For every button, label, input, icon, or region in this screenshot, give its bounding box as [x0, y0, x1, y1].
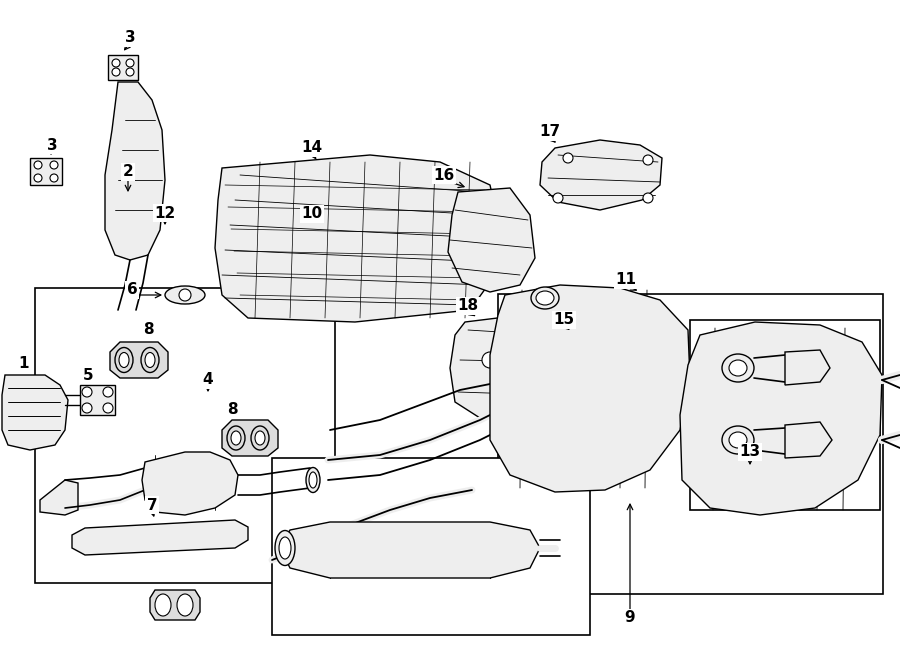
Circle shape	[103, 387, 113, 397]
Ellipse shape	[722, 426, 754, 454]
Text: 3: 3	[125, 30, 135, 46]
Circle shape	[50, 174, 58, 182]
Text: 9: 9	[625, 611, 635, 625]
Text: 11: 11	[616, 272, 636, 288]
Ellipse shape	[115, 348, 133, 373]
Circle shape	[482, 352, 498, 368]
Ellipse shape	[177, 594, 193, 616]
Polygon shape	[785, 350, 830, 385]
Ellipse shape	[279, 537, 291, 559]
Polygon shape	[222, 420, 278, 456]
Ellipse shape	[531, 287, 559, 309]
Text: 17: 17	[539, 124, 561, 139]
Circle shape	[517, 352, 533, 368]
Circle shape	[82, 403, 92, 413]
Polygon shape	[30, 158, 62, 185]
Text: 16: 16	[434, 167, 454, 182]
Ellipse shape	[251, 426, 269, 450]
Bar	[498, 294, 883, 594]
Polygon shape	[72, 520, 248, 555]
Polygon shape	[490, 285, 690, 492]
Text: 7: 7	[147, 498, 158, 512]
Ellipse shape	[722, 354, 754, 382]
Polygon shape	[680, 322, 882, 515]
Text: 10: 10	[302, 206, 322, 221]
Polygon shape	[215, 155, 500, 322]
Text: 14: 14	[302, 141, 322, 155]
Ellipse shape	[165, 286, 205, 304]
Circle shape	[126, 68, 134, 76]
Circle shape	[592, 367, 608, 383]
Polygon shape	[142, 452, 238, 515]
Text: 12: 12	[155, 206, 176, 221]
Text: 8: 8	[143, 323, 153, 338]
Ellipse shape	[119, 352, 129, 368]
Text: 4: 4	[202, 373, 213, 387]
Circle shape	[50, 161, 58, 169]
Circle shape	[643, 193, 653, 203]
Text: 15: 15	[554, 313, 574, 327]
Polygon shape	[150, 590, 200, 620]
Text: 8: 8	[227, 403, 238, 418]
Ellipse shape	[155, 594, 171, 616]
Bar	[35, 288, 335, 583]
Text: 6: 6	[127, 282, 138, 297]
Circle shape	[34, 161, 42, 169]
Ellipse shape	[141, 348, 159, 373]
Polygon shape	[785, 422, 832, 458]
Ellipse shape	[255, 431, 265, 445]
Polygon shape	[558, 326, 672, 428]
Ellipse shape	[309, 472, 317, 488]
Polygon shape	[2, 375, 68, 450]
Circle shape	[630, 367, 646, 383]
Ellipse shape	[729, 432, 747, 448]
Circle shape	[103, 403, 113, 413]
Text: 3: 3	[47, 137, 58, 153]
Circle shape	[112, 59, 120, 67]
Polygon shape	[80, 385, 115, 415]
Bar	[272, 458, 590, 635]
Polygon shape	[540, 140, 662, 210]
Circle shape	[643, 155, 653, 165]
Circle shape	[553, 193, 563, 203]
Polygon shape	[108, 55, 138, 80]
Polygon shape	[450, 315, 558, 418]
Ellipse shape	[536, 291, 554, 305]
Ellipse shape	[227, 426, 245, 450]
Ellipse shape	[729, 360, 747, 376]
Ellipse shape	[145, 352, 155, 368]
Polygon shape	[110, 342, 168, 378]
Ellipse shape	[275, 531, 295, 566]
Text: 18: 18	[457, 299, 479, 313]
Polygon shape	[105, 82, 165, 260]
Ellipse shape	[231, 431, 241, 445]
Text: 1: 1	[19, 356, 29, 371]
Circle shape	[112, 68, 120, 76]
Circle shape	[34, 174, 42, 182]
Polygon shape	[280, 522, 540, 578]
Circle shape	[563, 153, 573, 163]
Text: 2: 2	[122, 165, 133, 180]
Circle shape	[126, 59, 134, 67]
Circle shape	[82, 387, 92, 397]
Text: 13: 13	[740, 444, 760, 459]
Bar	[690, 320, 880, 510]
Polygon shape	[40, 480, 78, 515]
Circle shape	[179, 289, 191, 301]
Text: 5: 5	[83, 368, 94, 383]
Polygon shape	[448, 188, 535, 292]
Ellipse shape	[306, 467, 320, 492]
